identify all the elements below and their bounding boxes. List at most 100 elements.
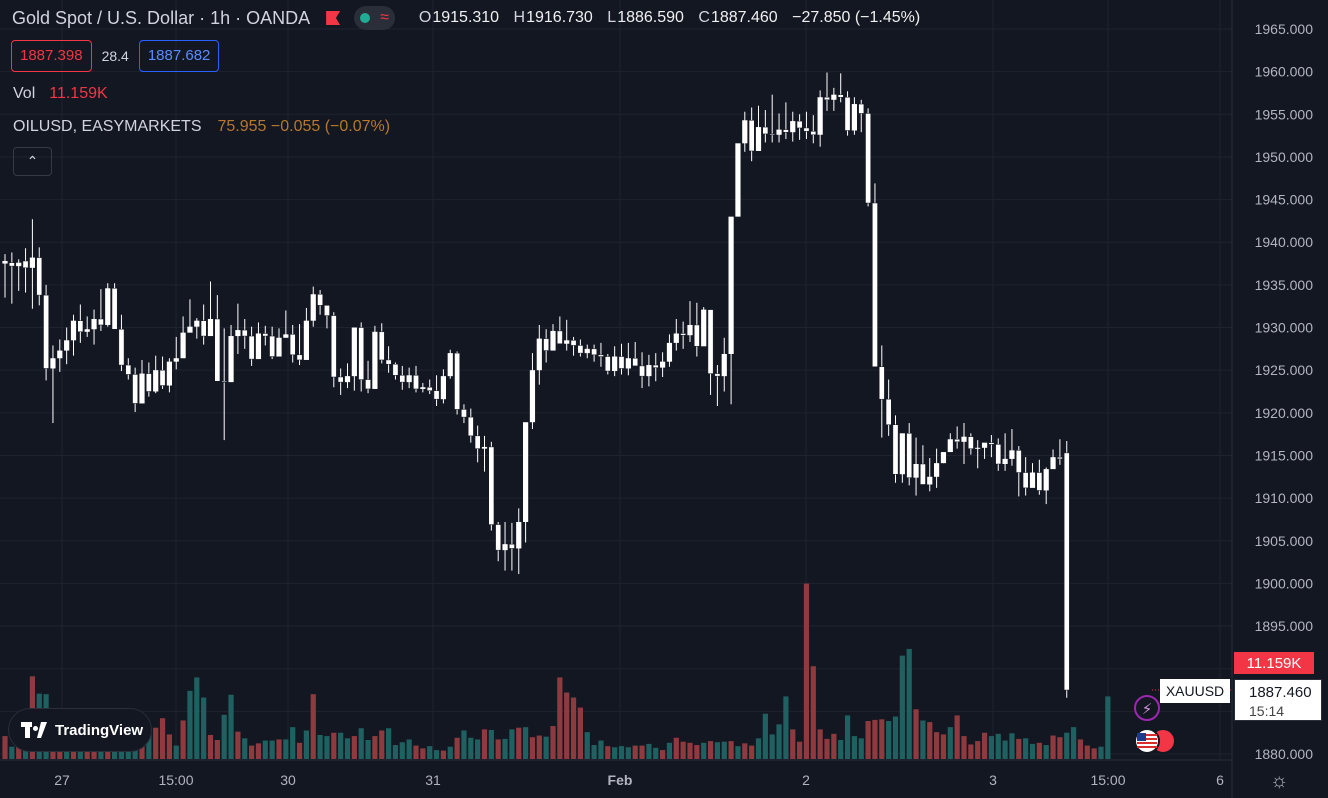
candle-body xyxy=(269,335,275,357)
volume-bar xyxy=(1023,738,1029,759)
candle-body xyxy=(372,331,378,389)
candle-body xyxy=(159,369,166,386)
time-axis[interactable]: 27 15:00 30 31 Feb 2 3 15:00 6 xyxy=(0,0,1233,798)
volume-bar xyxy=(1077,739,1084,759)
volume-bar xyxy=(687,742,693,759)
candlesticks xyxy=(2,72,1070,698)
volume-bar xyxy=(872,719,878,759)
candle-body xyxy=(701,309,707,347)
buy-button[interactable]: 1887.682 xyxy=(138,40,220,72)
symbol-title[interactable]: Gold Spot / U.S. Dollar · 1h · OANDA xyxy=(12,7,311,28)
candle-body xyxy=(735,143,741,217)
candle-body xyxy=(790,121,796,133)
volume-bar xyxy=(824,738,830,759)
volume-bar xyxy=(776,724,782,759)
flag-icon[interactable] xyxy=(326,11,341,25)
time-tick-label: Feb xyxy=(608,772,633,788)
price-tick-label: 1940.000 xyxy=(1255,234,1314,250)
candle-body xyxy=(173,358,179,362)
candle-body xyxy=(584,348,590,354)
candle-body xyxy=(139,373,145,404)
candle-body xyxy=(755,127,762,151)
volume-bar xyxy=(386,728,392,759)
volume-bar xyxy=(947,727,953,759)
open-key: O xyxy=(418,9,432,26)
volume-bar xyxy=(557,677,563,759)
candle-body xyxy=(84,329,90,332)
candle-body xyxy=(344,376,351,383)
volume-bar xyxy=(180,720,186,759)
candle-body xyxy=(1002,458,1008,464)
candle-body xyxy=(639,365,645,377)
tradingview-logo[interactable]: TradingView xyxy=(8,708,152,752)
volume-label: Vol xyxy=(13,85,36,102)
volume-bar xyxy=(605,746,611,759)
candle-body xyxy=(1050,457,1056,470)
candle-body xyxy=(557,330,563,344)
volume-bar xyxy=(379,730,385,759)
candle-body xyxy=(283,334,289,338)
candle-body xyxy=(920,463,926,485)
candle-body xyxy=(543,338,549,351)
market-status[interactable]: ≈ xyxy=(354,6,395,30)
volume-bar xyxy=(927,722,933,759)
volume-bar xyxy=(920,720,926,759)
volume-bar xyxy=(358,728,364,759)
candle-body xyxy=(927,476,933,485)
volume-bar xyxy=(981,732,988,759)
volume-bar xyxy=(660,750,666,759)
volume-bar xyxy=(879,719,885,759)
candle-body xyxy=(728,216,734,354)
spread-value: 28.4 xyxy=(101,48,129,64)
candle-body xyxy=(303,320,309,360)
volume-bar xyxy=(153,727,159,759)
volume-bar xyxy=(516,727,522,759)
candle-body xyxy=(1036,472,1043,491)
candle-body xyxy=(43,294,49,369)
volume-bar xyxy=(913,709,919,759)
volume-bar xyxy=(899,655,905,759)
candle-body xyxy=(289,334,296,356)
volume-bar xyxy=(228,694,234,759)
volume-bar xyxy=(673,737,679,759)
price-tick-label: 1880.000 xyxy=(1255,746,1314,762)
candle-body xyxy=(646,365,652,377)
candle-body xyxy=(1029,472,1036,488)
candle-body xyxy=(981,442,988,448)
candle-body xyxy=(666,342,673,362)
volume-bar xyxy=(1016,738,1022,759)
candle-body xyxy=(796,120,803,129)
volume-bar xyxy=(940,734,947,759)
candle-body xyxy=(29,257,35,268)
settings-gear-icon[interactable]: ☼ xyxy=(1270,770,1289,792)
volume-bar xyxy=(1043,745,1049,759)
volume-bar xyxy=(844,715,851,759)
candle-body xyxy=(481,446,488,449)
volume-bar xyxy=(249,745,255,759)
price-tick-label: 1920.000 xyxy=(1255,405,1314,421)
sell-button[interactable]: 1887.398 xyxy=(11,40,92,72)
collapse-legend-button[interactable]: ⌃ xyxy=(13,147,52,176)
wave-icon: ≈ xyxy=(380,9,389,26)
candle-body xyxy=(694,324,700,347)
overlay-legend[interactable]: OILUSD, EASYMARKETS 75.955 −0.055 (−0.07%… xyxy=(13,118,390,136)
volume-bar xyxy=(701,742,707,759)
candle-body xyxy=(337,376,344,383)
candle-body xyxy=(399,375,406,383)
volume-legend[interactable]: Vol 11.159K xyxy=(13,85,108,103)
volume-bar xyxy=(166,734,172,759)
candle-body xyxy=(769,133,776,136)
volume-bar xyxy=(680,741,686,759)
low-key: L xyxy=(607,9,617,26)
candle-body xyxy=(207,319,214,337)
volume-bar xyxy=(749,745,755,759)
price-tick-label: 1965.000 xyxy=(1255,21,1314,37)
candle-body xyxy=(235,330,241,337)
volume-bar xyxy=(790,729,796,759)
volume-bar xyxy=(906,648,912,759)
volume-bar xyxy=(598,740,604,759)
candle-body xyxy=(495,524,502,551)
volume-bar xyxy=(632,745,638,759)
volume-bar xyxy=(817,729,823,759)
